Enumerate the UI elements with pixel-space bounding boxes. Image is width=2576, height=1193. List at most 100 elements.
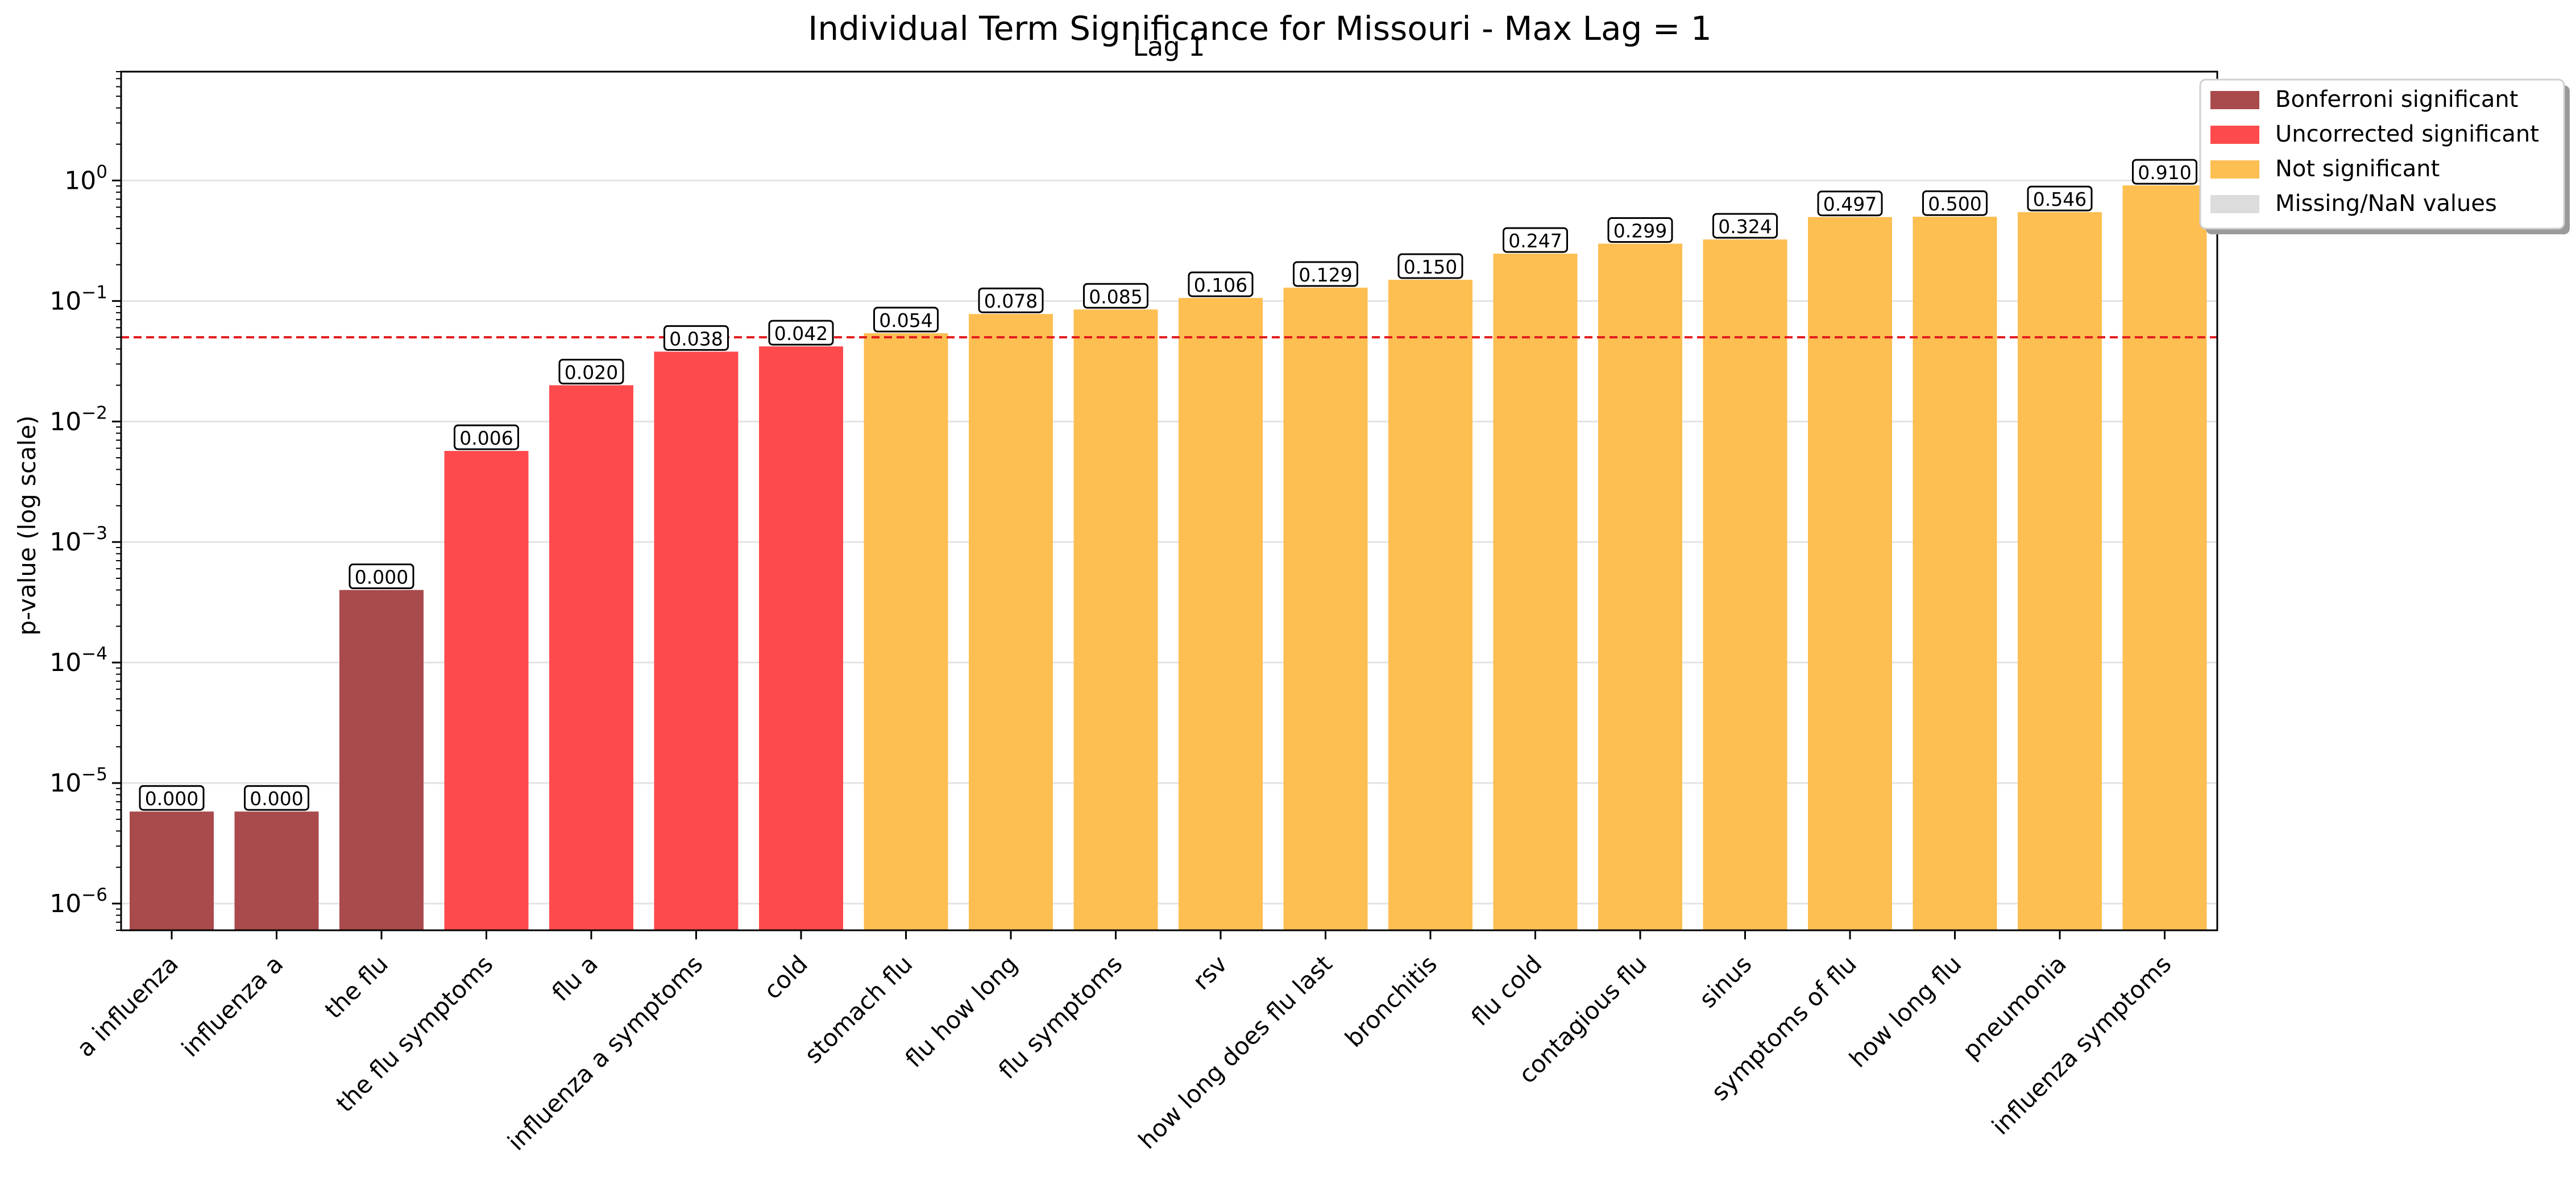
y-tick-label: 10−2	[49, 403, 107, 436]
value-label-text: 0.324	[1718, 216, 1772, 238]
y-tick-label-exponent: −4	[81, 644, 107, 664]
bar	[1493, 254, 1578, 930]
grid-layer	[121, 179, 2217, 905]
legend-swatch	[2210, 91, 2259, 109]
value-label-text: 0.106	[1194, 274, 1247, 296]
x-tick-label: sinus	[1694, 950, 1757, 1013]
value-label-text: 0.085	[1089, 285, 1142, 308]
y-tick-label: 10−6	[49, 885, 107, 918]
value-label-box	[1922, 190, 1988, 216]
bar	[1388, 280, 1472, 931]
value-label-text: 0.247	[1508, 230, 1562, 252]
value-label-text: 0.054	[879, 309, 932, 332]
y-tick-label-base: 10	[49, 407, 81, 436]
y-tick-label: 10−4	[49, 644, 107, 677]
x-tick-label: flu a	[546, 950, 603, 1006]
y-tick-label-exponent: −1	[81, 282, 107, 303]
value-label-box	[349, 564, 414, 590]
value-label-box	[1083, 283, 1148, 309]
bar	[1598, 243, 1682, 930]
x-tick-label: a influenza	[71, 950, 184, 1062]
value-label: 0.324	[1712, 213, 1778, 239]
value-label-text: 0.038	[669, 328, 723, 350]
value-label-box	[1503, 227, 1568, 253]
chart-subtitle: Lag 1	[1133, 31, 1205, 62]
y-tick-label-exponent: 0	[96, 161, 107, 182]
y-tick-label-base: 10	[49, 648, 81, 677]
value-label: 0.247	[1503, 227, 1568, 253]
value-label-box	[768, 320, 834, 346]
value-label: 0.150	[1397, 253, 1463, 279]
value-label-box	[139, 785, 205, 811]
legend-swatch	[2210, 126, 2259, 144]
bar	[1179, 297, 1263, 930]
x-tick-label: the flu	[320, 950, 393, 1024]
x-tick-label: pneumonia	[1957, 950, 2072, 1064]
bar	[130, 811, 214, 930]
value-label-text: 0.020	[565, 361, 618, 383]
x-tick-label: cold	[758, 950, 813, 1004]
value-label-box	[454, 424, 519, 450]
value-label-text: 0.000	[355, 566, 408, 589]
x-tick-label: rsv	[1187, 950, 1233, 995]
legend-label: Missing/NaN values	[2275, 190, 2497, 217]
value-label: 0.042	[768, 320, 834, 346]
chart-title: Individual Term Significance for Missour…	[808, 9, 1711, 48]
value-label: 0.078	[978, 287, 1044, 313]
bar	[1073, 309, 1158, 930]
y-tick-label-exponent: −3	[81, 523, 107, 544]
value-label: 0.085	[1083, 283, 1148, 309]
value-label-text: 0.299	[1613, 220, 1667, 242]
bar	[234, 811, 319, 930]
legend-swatch	[2210, 160, 2259, 179]
value-label: 0.910	[2132, 159, 2197, 185]
bar	[654, 351, 739, 930]
value-label-text: 0.910	[2138, 161, 2191, 184]
x-tick-label: how long flu	[1844, 950, 1967, 1072]
x-tick-label: how long does flu last	[1133, 950, 1338, 1154]
value-label-text: 0.042	[774, 322, 828, 345]
y-tick-label-base: 10	[49, 769, 81, 798]
x-tick-label: influenza a	[176, 950, 289, 1062]
value-label-text: 0.078	[984, 290, 1038, 312]
value-label-text: 0.500	[1928, 193, 1981, 215]
legend-swatch	[2210, 195, 2259, 213]
value-label: 0.006	[454, 424, 519, 450]
value-label-box	[1293, 261, 1358, 287]
value-label-box	[1607, 217, 1673, 243]
bar	[969, 314, 1053, 930]
legend-label: Uncorrected significant	[2275, 121, 2539, 147]
bar	[1283, 287, 1368, 930]
value-label-box	[1712, 213, 1778, 239]
bar	[549, 385, 633, 930]
bar	[1703, 239, 1787, 930]
legend-label: Not significant	[2275, 156, 2440, 182]
value-label-box	[2132, 159, 2197, 185]
value-label: 0.020	[558, 358, 624, 384]
y-tick-label-base: 10	[49, 528, 81, 557]
bar	[864, 333, 948, 930]
y-tick-label-exponent: −5	[81, 764, 107, 785]
value-label: 0.497	[1817, 190, 1883, 217]
value-label-text: 0.129	[1299, 264, 1352, 286]
value-label-box	[873, 306, 939, 333]
y-axis-label: p-value (log scale)	[13, 415, 41, 635]
y-tick-label-exponent: −6	[81, 885, 107, 905]
value-label: 0.500	[1922, 190, 1988, 216]
value-label-box	[1188, 271, 1254, 297]
y-tick-label: 10−5	[49, 764, 107, 798]
value-label: 0.054	[873, 306, 939, 333]
bar	[444, 450, 529, 930]
x-tick-label: stomach flu	[799, 950, 918, 1068]
y-tick-label-exponent: −2	[81, 403, 107, 423]
value-label-box	[978, 287, 1044, 313]
legend: Bonferroni significant Uncorrected signif…	[2199, 78, 2570, 234]
value-label-box	[1397, 253, 1463, 279]
value-label: 0.000	[244, 785, 309, 811]
value-label: 0.000	[349, 564, 414, 590]
value-label: 0.299	[1607, 217, 1673, 243]
value-label-text: 0.546	[2033, 188, 2086, 210]
value-label-box	[244, 785, 309, 811]
